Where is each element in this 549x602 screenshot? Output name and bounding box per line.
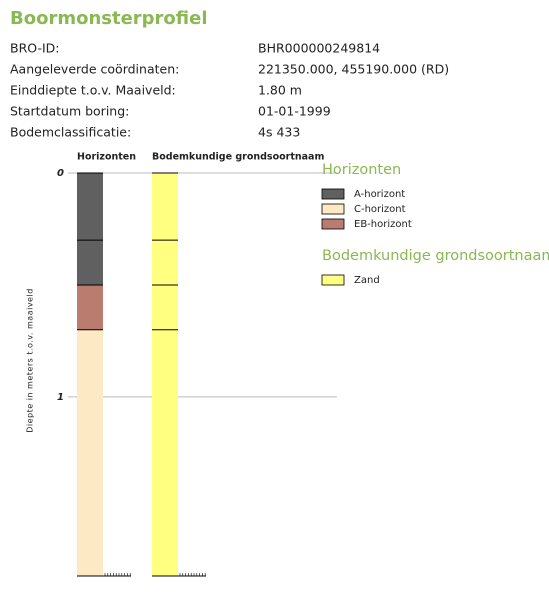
legend-swatch <box>321 203 345 215</box>
legend-title: Bodemkundige grondsoortnaam <box>322 248 549 264</box>
legend-swatch <box>321 188 345 200</box>
layer <box>77 240 103 285</box>
layer <box>152 240 178 285</box>
layer <box>77 173 103 241</box>
property-value: 01-01-1999 <box>258 104 331 119</box>
property-value: 1.80 m <box>258 83 302 98</box>
column-title: Horizonten <box>77 152 136 163</box>
column-title: Bodemkundige grondsoortnaam <box>152 152 324 163</box>
property-value: 221350.000, 455190.000 (RD) <box>258 62 449 77</box>
legend-title: Horizonten <box>322 162 401 178</box>
property-value: 4s 433 <box>258 125 300 140</box>
property-label: Aangeleverde coördinaten: <box>10 62 179 77</box>
layer <box>152 284 178 330</box>
y-tick-label: 0 <box>57 168 64 179</box>
property-label: Einddiepte t.o.v. Maaiveld: <box>10 83 176 98</box>
property-value: BHR000000249814 <box>258 41 380 56</box>
legend-label: Zand <box>354 275 380 286</box>
layer <box>152 329 178 576</box>
y-tick-label: 1 <box>57 392 64 403</box>
legend-swatch <box>321 274 345 286</box>
legend-swatch <box>321 218 345 230</box>
legend-label: A-horizont <box>354 189 405 200</box>
legend-label: EB-horizont <box>354 219 412 230</box>
axis-label: Diepte in meters t.o.v. maaiveld <box>26 288 35 433</box>
layer <box>152 173 178 241</box>
layer <box>77 284 103 330</box>
property-label: Startdatum boring: <box>10 104 129 119</box>
layer <box>77 329 103 576</box>
property-label: BRO-ID: <box>10 41 59 56</box>
property-label: Bodemclassificatie: <box>10 125 131 140</box>
legend-label: C-horizont <box>354 204 406 215</box>
title: Boormonsterprofiel <box>10 8 208 29</box>
